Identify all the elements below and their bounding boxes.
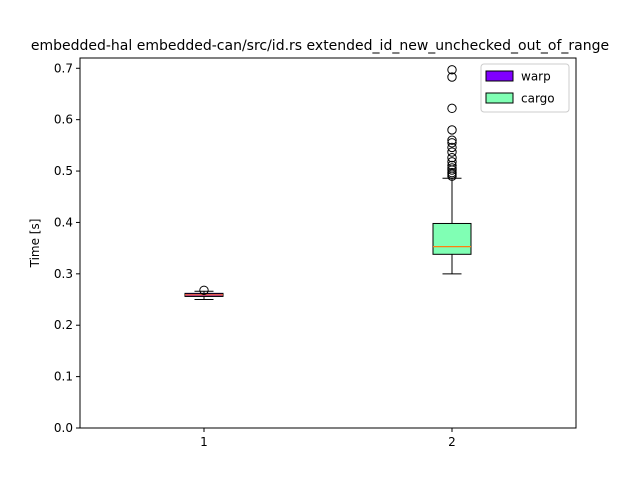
outlier-point	[447, 160, 457, 171]
outlier-point	[447, 163, 457, 173]
outlier-point	[447, 167, 457, 178]
y-tick-label: 0.2	[54, 318, 73, 332]
legend-label-warp: warp	[521, 70, 551, 84]
outlier-point	[447, 142, 457, 153]
y-tick-label: 0.3	[54, 267, 73, 281]
y-tick-label: 0.7	[54, 61, 73, 75]
outlier-point	[447, 147, 457, 157]
outlier-point	[447, 152, 457, 163]
axes-frame	[79, 57, 577, 429]
box-warp	[184, 285, 224, 301]
y-tick-label: 0.0	[54, 421, 73, 435]
y-axis-label: Time [s]	[28, 219, 42, 269]
outlier-point	[447, 135, 457, 145]
outlier-point	[447, 157, 457, 167]
y-tick-label: 0.1	[54, 370, 73, 384]
y-tick-label: 0.6	[54, 113, 73, 127]
legend-swatch-cargo	[485, 92, 514, 104]
y-tick-label: 0.4	[54, 215, 73, 229]
legend-swatch-warp	[485, 70, 514, 82]
legend-label-cargo: cargo	[521, 92, 555, 106]
outlier-point	[199, 285, 209, 295]
box-cargo	[432, 65, 472, 275]
outlier-point	[447, 125, 457, 135]
outlier-point	[447, 103, 457, 114]
legend: warp cargo	[480, 63, 570, 113]
outlier-point	[447, 65, 457, 75]
plot-area	[184, 65, 472, 301]
outlier-point	[447, 138, 457, 148]
x-tick-label: 1	[200, 435, 208, 449]
y-tick-label: 0.5	[54, 164, 73, 178]
outlier-point	[447, 72, 457, 82]
chart-title: embedded-hal embedded-can/src/id.rs exte…	[31, 38, 609, 54]
x-tick-label: 2	[448, 435, 456, 449]
box-body	[432, 222, 472, 255]
y-axis: 0.0 0.1 0.2 0.3 0.4 0.5 0.6 0.7	[54, 61, 80, 435]
